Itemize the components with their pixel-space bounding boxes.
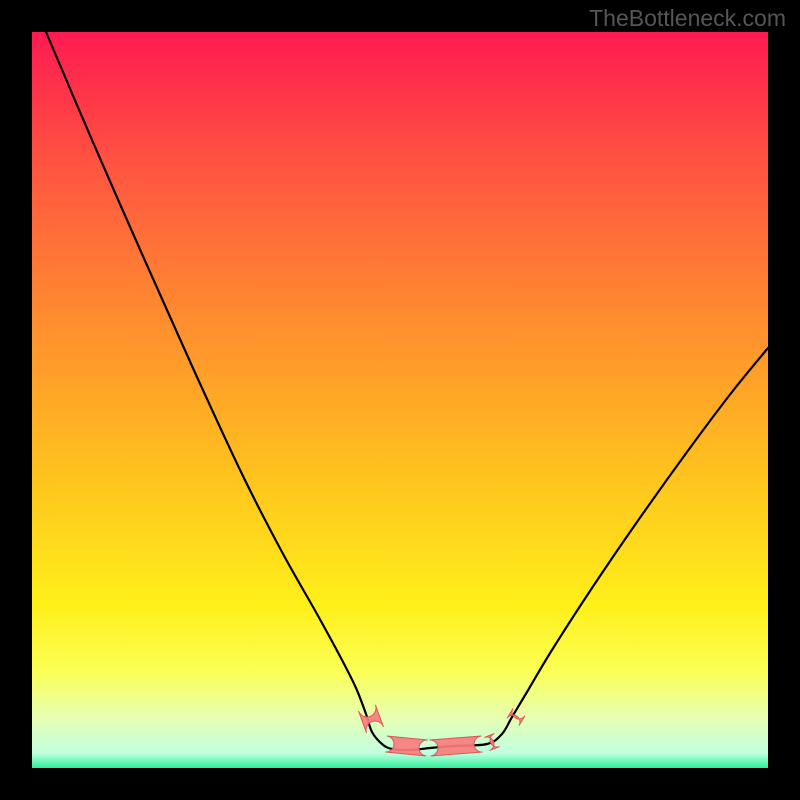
marker-capsule <box>385 736 428 756</box>
marker-group <box>359 705 525 756</box>
marker-capsule <box>484 734 499 751</box>
marker-capsule <box>429 736 482 756</box>
chart-frame: TheBottleneck.com <box>0 0 800 800</box>
plot-area <box>32 32 768 768</box>
source-watermark: TheBottleneck.com <box>589 5 786 32</box>
v-curve-path <box>46 32 768 750</box>
curve-layer <box>32 32 768 768</box>
